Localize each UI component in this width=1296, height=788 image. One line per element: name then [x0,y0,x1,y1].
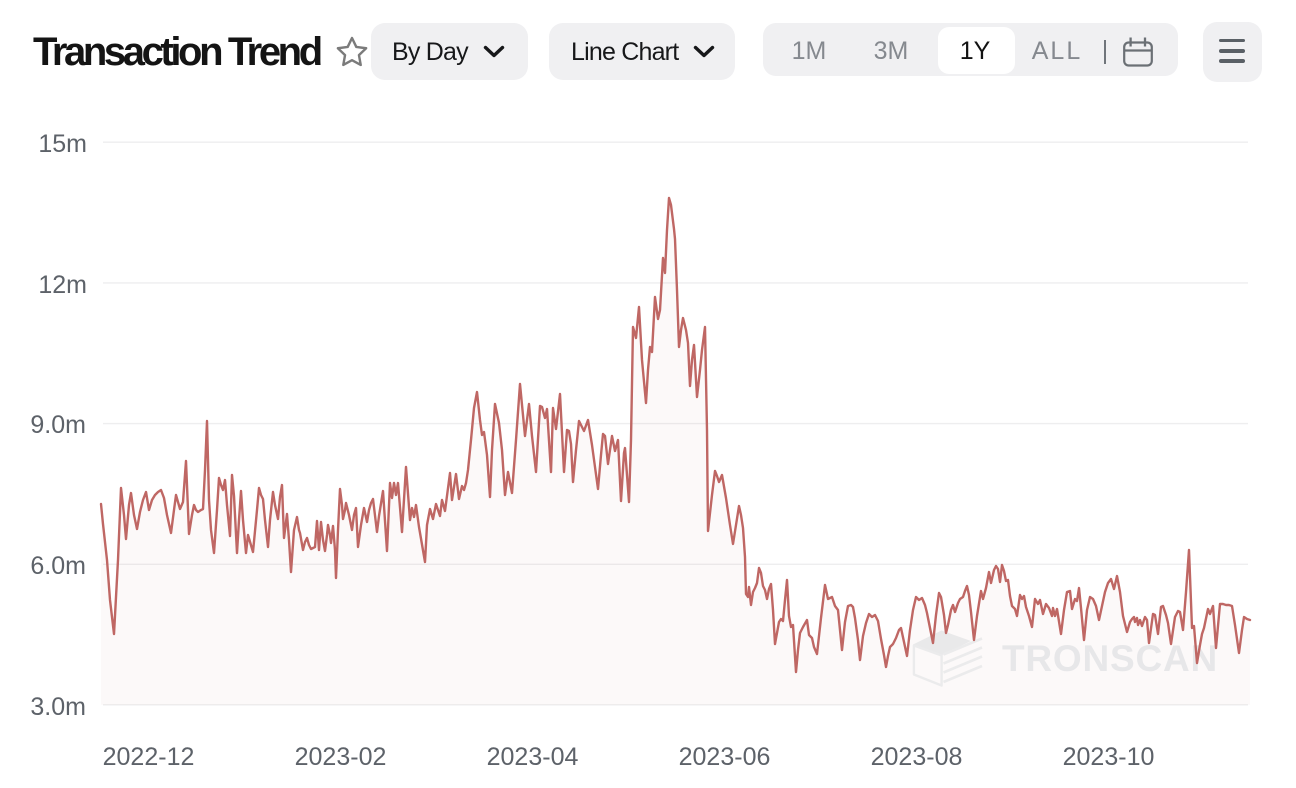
svg-text:TRONSCAN: TRONSCAN [1002,638,1218,679]
